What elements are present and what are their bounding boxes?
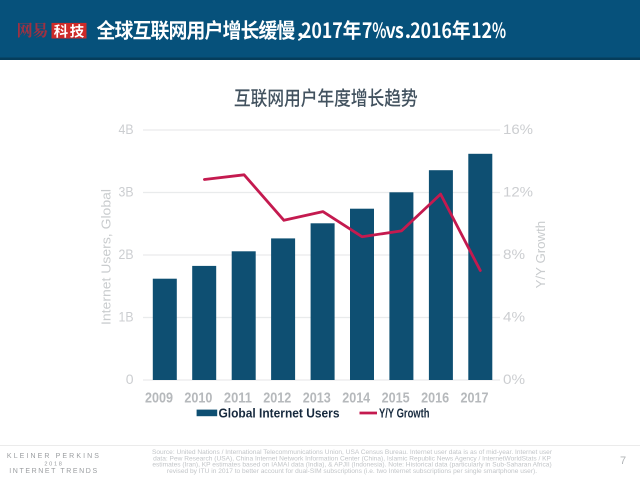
svg-text:2010: 2010	[184, 391, 212, 407]
svg-text:2017: 2017	[461, 391, 489, 407]
svg-text:2012: 2012	[263, 391, 291, 407]
svg-text:Global Internet Users: Global Internet Users	[219, 406, 340, 421]
svg-text:4%: 4%	[503, 309, 525, 325]
svg-text:2B: 2B	[119, 246, 134, 262]
svg-text:2018: 2018	[44, 462, 63, 468]
svg-text:2014: 2014	[342, 391, 371, 407]
svg-text:1B: 1B	[119, 309, 134, 325]
svg-text:revised by ITU in 2017 to bett: revised by ITU in 2017 to better account…	[167, 468, 537, 475]
svg-text:Source: United Nations / Inter: Source: United Nations / International T…	[152, 449, 553, 456]
svg-text:4B: 4B	[119, 121, 134, 137]
svg-text:Y/Y Growth: Y/Y Growth	[533, 221, 548, 289]
svg-text:8%: 8%	[503, 246, 525, 262]
svg-text:KLEINER PERKINS: KLEINER PERKINS	[7, 453, 101, 460]
svg-text:0: 0	[126, 371, 134, 387]
svg-text:7: 7	[620, 455, 626, 467]
svg-text:2015: 2015	[382, 391, 410, 407]
svg-text:0%: 0%	[503, 371, 525, 387]
svg-text:data: Pew Research (USA), Chin: data: Pew Research (USA), China Internet…	[153, 455, 551, 462]
svg-text:12%: 12%	[503, 184, 533, 200]
svg-text:2016: 2016	[421, 391, 449, 407]
svg-text:2009: 2009	[145, 391, 173, 407]
svg-text:INTERNET TRENDS: INTERNET TRENDS	[9, 468, 98, 475]
svg-text:2011: 2011	[224, 391, 252, 407]
svg-text:3B: 3B	[119, 184, 134, 200]
svg-text:16%: 16%	[503, 121, 533, 137]
svg-text:2013: 2013	[303, 391, 331, 407]
svg-text:Y/Y Growth: Y/Y Growth	[379, 406, 430, 421]
svg-text:estimates (Iran), KP estimates: estimates (Iran), KP estimates based on …	[152, 462, 551, 469]
svg-text:Internet Users, Global: Internet Users, Global	[99, 189, 114, 325]
